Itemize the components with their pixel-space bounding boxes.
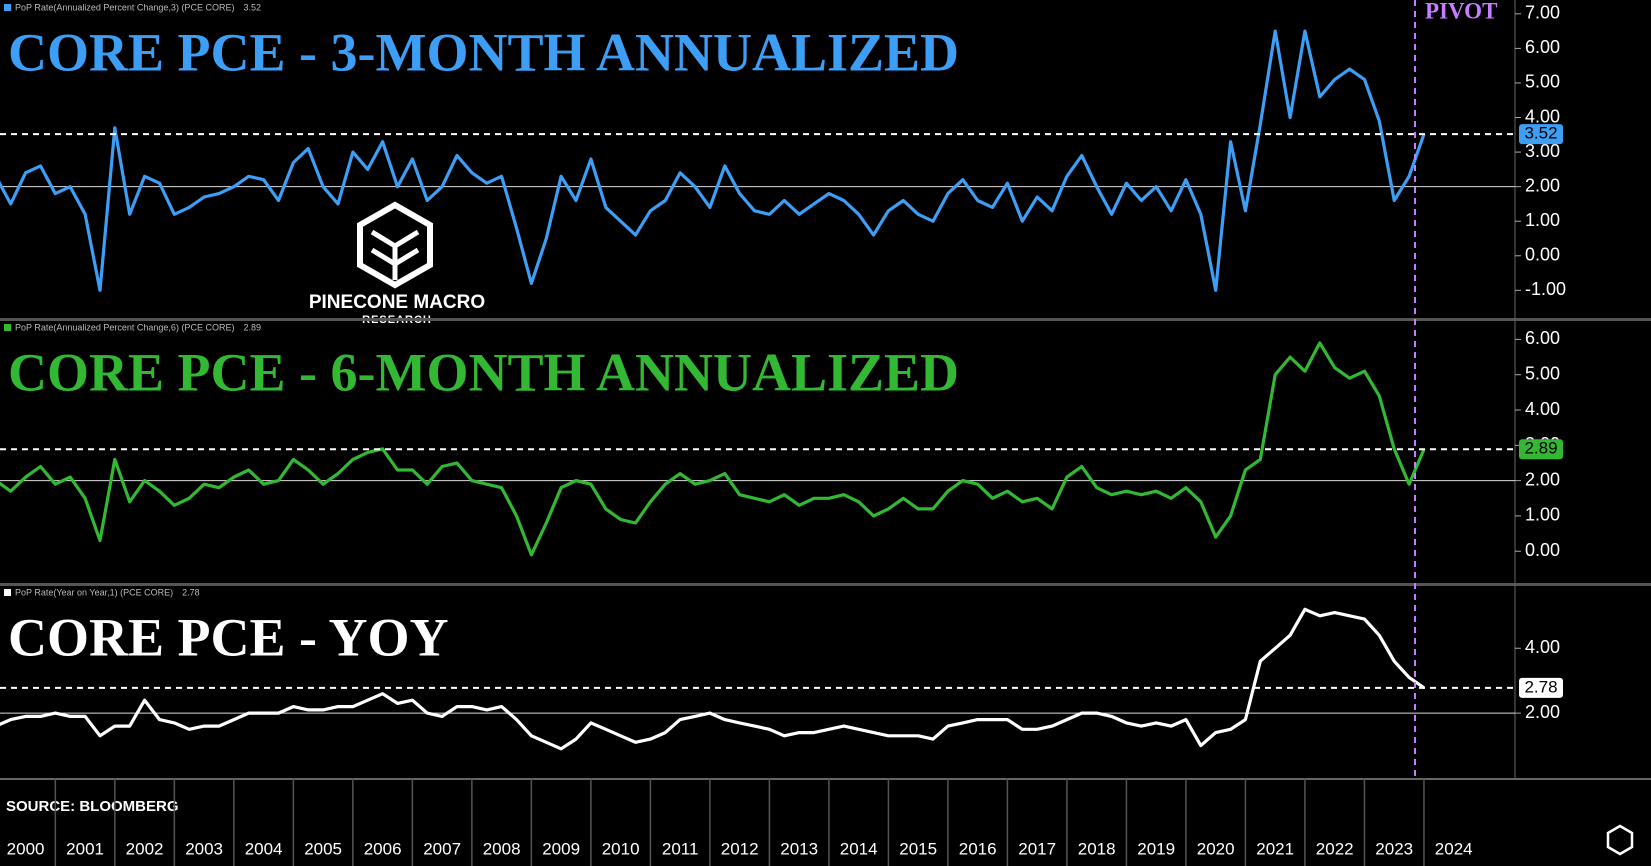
x-tick-label: 2023: [1375, 839, 1413, 858]
logo-name: PINECONE MACRO: [309, 292, 485, 313]
y-tick-label: 2.00: [1525, 175, 1560, 195]
panel-separator: [0, 318, 1651, 321]
y-tick-label: 6.00: [1525, 37, 1560, 57]
x-tick-label: 2014: [840, 839, 878, 858]
y-tick-label: 2.00: [1525, 469, 1560, 489]
panel-separator: [0, 583, 1651, 586]
y-tick-label: 4.00: [1525, 399, 1560, 419]
y-tick-label: 1.00: [1525, 210, 1560, 230]
legend-label: PoP Rate(Annualized Percent Change,6) (P…: [15, 322, 234, 332]
corner-logo: [1606, 824, 1634, 856]
x-tick-label: 2009: [542, 839, 580, 858]
legend-label: PoP Rate(Annualized Percent Change,3) (P…: [15, 2, 234, 12]
y-tick-label: 1.00: [1525, 505, 1560, 525]
y-tick-label: 5.00: [1525, 72, 1560, 92]
x-tick-label: 2020: [1197, 839, 1235, 858]
y-tick-label: -1.00: [1525, 279, 1566, 299]
current-value-tag: [1519, 677, 1563, 698]
y-tick-label: 7.00: [1525, 3, 1560, 23]
legend-swatch: [4, 4, 11, 11]
logo-icon: [1606, 824, 1634, 856]
x-tick-label: 2003: [185, 839, 223, 858]
current-value-tag: [1519, 439, 1563, 460]
x-tick-label: 2005: [304, 839, 342, 858]
current-value-label: 3.52: [1524, 124, 1557, 143]
x-tick-label: 2002: [126, 839, 164, 858]
x-tick-label: 2024: [1435, 839, 1473, 858]
legend-value: 2.78: [182, 587, 200, 597]
x-tick-label: 2016: [959, 839, 997, 858]
y-tick-label: 2.00: [1525, 702, 1560, 722]
y-tick-label: 5.00: [1525, 363, 1560, 383]
x-tick-label: 2008: [483, 839, 521, 858]
x-tick-label: 2011: [662, 839, 699, 858]
x-tick-label: 2015: [899, 839, 937, 858]
current-value-tag: [1519, 124, 1563, 145]
chart-title: CORE PCE - 3-MONTH ANNUALIZED: [8, 22, 959, 82]
chart-title: CORE PCE - YOY: [8, 607, 449, 667]
x-tick-label: 2022: [1316, 839, 1354, 858]
x-tick-label: 2021: [1256, 839, 1294, 858]
legend-value: 2.89: [243, 322, 261, 332]
legend-label: PoP Rate(Year on Year,1) (PCE CORE): [15, 587, 173, 597]
current-value-label: 2.89: [1524, 439, 1557, 458]
series-line: [0, 607, 1425, 751]
source: SOURCE: BLOOMBERG: [6, 798, 179, 815]
chart-title: CORE PCE - 6-MONTH ANNUALIZED: [8, 342, 959, 402]
logo-icon: [357, 201, 433, 289]
current-value-label: 2.78: [1524, 677, 1557, 696]
x-tick-label: 2004: [245, 839, 283, 858]
y-tick-label: 4.00: [1525, 106, 1560, 126]
x-tick-label: 2019: [1137, 839, 1175, 858]
x-tick-label: 2010: [602, 839, 640, 858]
x-tick-label: 2000: [7, 839, 45, 858]
y-tick-label: 3.00: [1525, 141, 1560, 161]
x-tick-label: 2007: [423, 839, 461, 858]
legend-value: 3.52: [243, 2, 261, 12]
x-tick-label: 2013: [780, 839, 818, 858]
y-tick-label: 4.00: [1525, 637, 1560, 657]
pivot-label: PIVOT: [1425, 0, 1497, 23]
x-tick-label: 2012: [721, 839, 759, 858]
logo: PINECONE MACRO RESEARCH: [305, 201, 489, 326]
x-tick-label: 2001: [66, 839, 104, 858]
legend-swatch: [4, 324, 11, 331]
x-tick-label: 2006: [364, 839, 402, 858]
series-line: [0, 29, 1426, 292]
x-tick-label: 2017: [1018, 839, 1056, 858]
y-tick-label: 0.00: [1525, 540, 1560, 560]
series-line: [0, 341, 1426, 557]
logo-icon: [370, 229, 420, 280]
y-tick-label: 6.00: [1525, 328, 1560, 348]
y-tick-label: 0.00: [1525, 245, 1560, 265]
legend-swatch: [4, 589, 11, 596]
x-tick-label: 2018: [1078, 839, 1116, 858]
